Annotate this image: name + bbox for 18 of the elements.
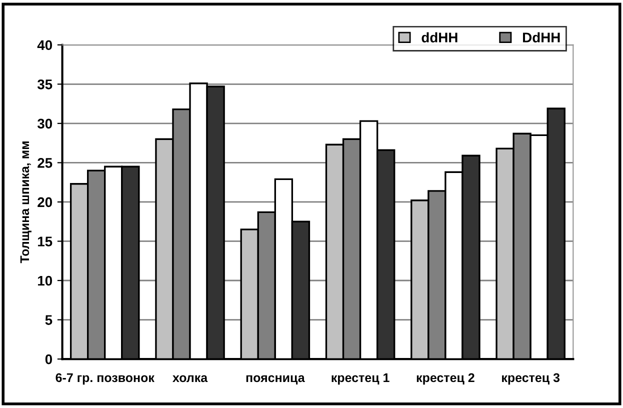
y-tick-label: 40 <box>37 40 52 50</box>
y-tick-label: 0 <box>45 354 52 364</box>
legend-label: DdHH <box>523 32 560 42</box>
legend-label: ddHH <box>422 32 458 42</box>
x-tick-label: холка <box>172 375 208 382</box>
x-tick-label: крестец 3 <box>502 373 560 385</box>
y-tick-label: 5 <box>45 315 52 325</box>
y-tick-label: 30 <box>37 118 52 129</box>
x-tick-label: крестец 2 <box>416 373 474 385</box>
y-tick-label: 10 <box>38 276 52 286</box>
y-tick-label: 25 <box>38 158 52 168</box>
y-tick-label: 35 <box>37 79 52 90</box>
x-tick-label: 6-7 гр. позвонок <box>56 373 154 385</box>
y-tick-label: 15 <box>38 236 52 246</box>
y-tick-label: 20 <box>38 197 52 208</box>
y-axis-title: Толщина шпика, мм <box>20 142 32 264</box>
x-tick-label: крестец 1 <box>332 373 390 385</box>
x-tick-label: поясница <box>246 375 305 384</box>
